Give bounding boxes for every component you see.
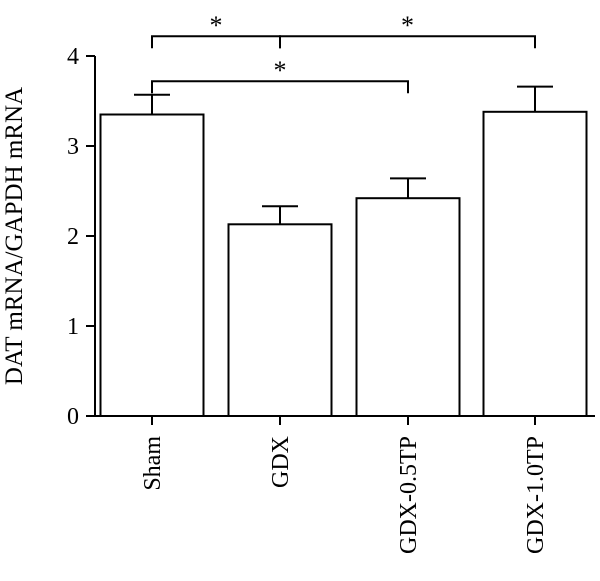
y-tick-label: 4 [67, 44, 79, 70]
bar-gdx [227, 223, 333, 417]
x-tick-label: GDX [268, 436, 294, 488]
x-ticks: Sham GDX GDX-0.5TP GDX-1.0TP [140, 416, 549, 554]
significance-star: * [401, 11, 414, 40]
y-tick-label: 3 [67, 134, 79, 160]
error-bars [134, 85, 553, 225]
bars [99, 110, 588, 418]
significance-star: * [210, 11, 223, 40]
significance-brackets: * * * [151, 11, 536, 94]
y-tick-label: 0 [67, 404, 79, 430]
bar-sham [99, 113, 205, 417]
x-tick-label: GDX-0.5TP [396, 436, 422, 554]
significance-bracket [151, 80, 409, 94]
y-ticks: 0 1 2 3 4 [67, 44, 95, 430]
y-tick-label: 2 [67, 224, 79, 250]
y-axis-label: DAT mRNA/GAPDH mRNA [1, 87, 28, 385]
y-tick-label: 1 [67, 314, 79, 340]
significance-bracket [279, 35, 536, 49]
bar-gdx-1-0tp [482, 110, 588, 418]
bar-gdx-0-5tp [355, 197, 461, 417]
x-tick-label: Sham [140, 436, 166, 491]
significance-star: * [274, 56, 287, 85]
x-tick-label: GDX-1.0TP [523, 436, 549, 554]
